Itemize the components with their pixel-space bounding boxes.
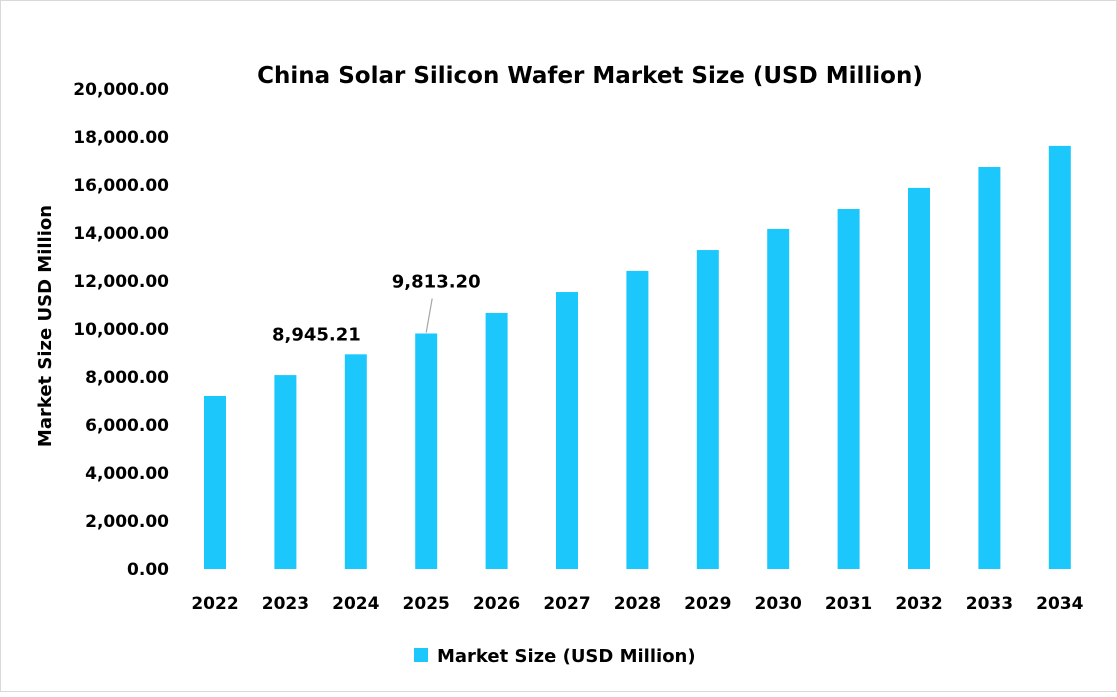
- bar-2031: [837, 209, 860, 569]
- bar-2022: [204, 395, 226, 569]
- bar-2034: [1048, 145, 1071, 569]
- x-tick-label: 2028: [614, 594, 661, 614]
- data-label: 9,813.20: [392, 271, 481, 292]
- x-tick-label: 2033: [966, 594, 1013, 614]
- bar-2032: [908, 187, 930, 569]
- bar-2024: [344, 354, 367, 569]
- y-axis-label: Market Size USD Million: [35, 205, 56, 447]
- y-tick-label: 16,000.00: [73, 176, 169, 196]
- y-tick-label: 4,000.00: [85, 464, 169, 484]
- bar-2023: [274, 375, 297, 569]
- x-tick-label: 2024: [332, 594, 379, 614]
- x-tick-label: 2031: [825, 594, 872, 614]
- bar-2028: [626, 270, 649, 569]
- y-tick-label: 2,000.00: [85, 512, 169, 532]
- x-tick-label: 2030: [755, 594, 802, 614]
- x-tick-label: 2026: [473, 594, 520, 614]
- y-tick-label: 12,000.00: [73, 272, 169, 292]
- bar-2030: [767, 228, 790, 570]
- y-tick-label: 8,000.00: [85, 368, 169, 388]
- bar-2033: [978, 167, 1001, 569]
- bar-2027: [556, 292, 578, 569]
- legend-swatch: [414, 648, 428, 662]
- bar-2029: [696, 250, 719, 570]
- y-tick-label: 6,000.00: [85, 416, 169, 436]
- leader-line: [425, 298, 433, 333]
- y-tick-label: 18,000.00: [73, 128, 169, 148]
- legend-label: Market Size (USD Million): [437, 646, 696, 667]
- x-tick-label: 2034: [1036, 594, 1083, 614]
- data-label: 8,945.21: [272, 324, 361, 345]
- y-tick-label: 0.00: [127, 560, 169, 580]
- x-tick-label: 2032: [895, 594, 942, 614]
- x-tick-label: 2025: [403, 594, 450, 614]
- y-tick-label: 10,000.00: [73, 320, 169, 340]
- x-tick-label: 2023: [262, 594, 309, 614]
- x-tick-label: 2029: [684, 594, 731, 614]
- x-tick-label: 2022: [191, 594, 238, 614]
- y-tick-label: 20,000.00: [73, 80, 169, 100]
- bar-2026: [485, 312, 508, 569]
- x-tick-label: 2027: [543, 594, 590, 614]
- bar-2025: [415, 333, 438, 569]
- chart-title: China Solar Silicon Wafer Market Size (U…: [257, 63, 923, 89]
- y-tick-label: 14,000.00: [73, 224, 169, 244]
